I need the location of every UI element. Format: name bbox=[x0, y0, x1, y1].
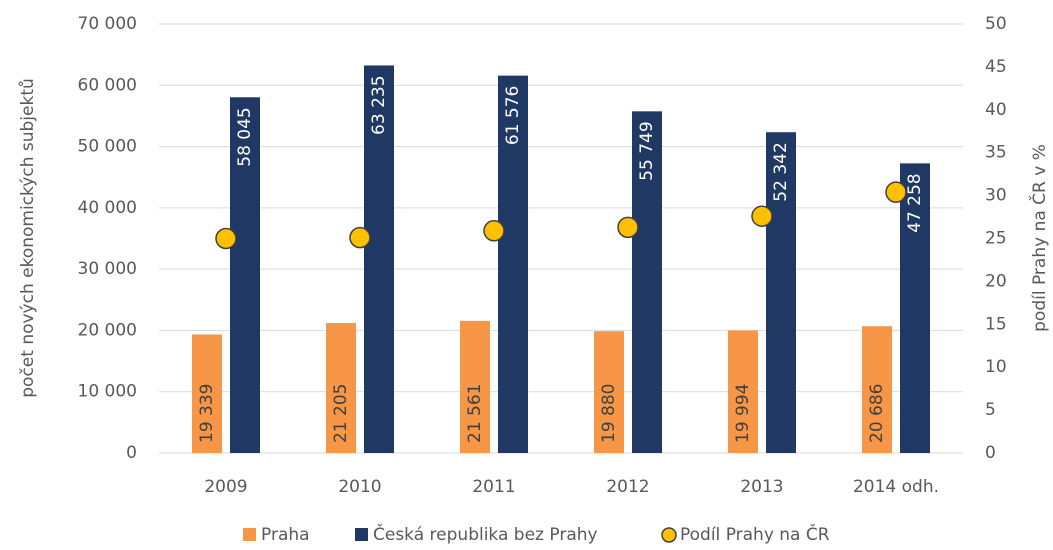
bar bbox=[326, 323, 356, 453]
y2-tick-label: 10 bbox=[985, 357, 1007, 377]
legend-swatch bbox=[355, 528, 368, 541]
y2-tick-label: 45 bbox=[985, 57, 1007, 77]
bar bbox=[766, 132, 796, 453]
data-label: 19 339 bbox=[197, 384, 217, 443]
bar bbox=[594, 331, 624, 453]
marker bbox=[885, 181, 907, 203]
data-label: 21 561 bbox=[465, 384, 485, 443]
data-label: 19 994 bbox=[733, 384, 753, 443]
data-label: 55 749 bbox=[637, 121, 657, 180]
marker bbox=[617, 216, 639, 239]
y-tick-label: 40 000 bbox=[78, 198, 137, 218]
legend-label: Česká republika bez Prahy bbox=[373, 523, 598, 545]
bar bbox=[632, 111, 662, 454]
data-label: 21 205 bbox=[331, 384, 351, 443]
legend-label: Podíl Prahy na ČR bbox=[680, 523, 830, 545]
marker bbox=[215, 227, 237, 250]
legend-marker bbox=[661, 527, 677, 543]
y-tick-label: 70 000 bbox=[78, 14, 137, 34]
y2-tick-label: 0 bbox=[985, 443, 996, 463]
y-axis-label: počet nových ekonomických subjektů bbox=[18, 78, 38, 398]
y-tick-label: 20 000 bbox=[78, 320, 137, 340]
y-tick-label: 10 000 bbox=[78, 382, 137, 402]
x-tick-label: 2010 bbox=[338, 477, 381, 497]
data-label: 63 235 bbox=[369, 75, 389, 134]
data-label: 47 258 bbox=[905, 173, 925, 232]
bar bbox=[728, 330, 758, 453]
x-tick-label: 2014 odh. bbox=[853, 477, 939, 497]
y2-tick-label: 30 bbox=[985, 186, 1007, 206]
y2-tick-label: 35 bbox=[985, 143, 1007, 163]
data-label: 19 880 bbox=[599, 384, 619, 443]
x-tick-label: 2013 bbox=[740, 477, 783, 497]
data-label: 52 342 bbox=[771, 142, 791, 201]
x-tick-label: 2012 bbox=[606, 477, 649, 497]
y2-axis-label: podíl Prahy na ČR v % bbox=[1028, 144, 1050, 332]
y2-tick-label: 50 bbox=[985, 14, 1007, 34]
bar bbox=[862, 326, 892, 453]
bar bbox=[460, 320, 490, 453]
bar bbox=[192, 334, 222, 453]
marker bbox=[349, 226, 371, 249]
y2-tick-label: 20 bbox=[985, 271, 1007, 291]
x-tick-label: 2011 bbox=[472, 477, 515, 497]
bar bbox=[900, 163, 930, 453]
data-label: 20 686 bbox=[867, 384, 887, 443]
y-tick-label: 50 000 bbox=[78, 137, 137, 157]
legend-swatch bbox=[243, 528, 256, 541]
y-tick-label: 60 000 bbox=[78, 75, 137, 95]
data-label: 61 576 bbox=[503, 86, 523, 145]
y2-tick-label: 15 bbox=[985, 314, 1007, 334]
marker bbox=[751, 205, 773, 227]
y-tick-label: 30 000 bbox=[78, 259, 137, 279]
bar bbox=[230, 97, 260, 453]
y2-tick-label: 5 bbox=[985, 400, 996, 420]
y2-tick-label: 40 bbox=[985, 100, 1007, 120]
legend-label: Praha bbox=[261, 525, 310, 545]
bar bbox=[498, 75, 528, 454]
bar bbox=[364, 65, 394, 454]
data-label: 58 045 bbox=[235, 107, 255, 166]
x-tick-label: 2009 bbox=[204, 477, 247, 497]
marker bbox=[483, 220, 505, 242]
y-tick-label: 0 bbox=[126, 443, 137, 463]
y2-tick-label: 25 bbox=[985, 229, 1007, 249]
